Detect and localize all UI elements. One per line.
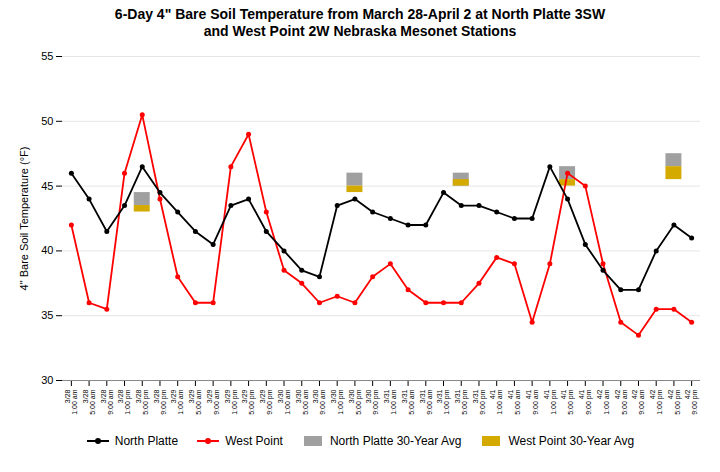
svg-text:3/301:00 pm: 3/301:00 pm — [330, 389, 345, 414]
svg-text:40: 40 — [41, 244, 53, 256]
svg-text:3/311:00 pm: 3/311:00 pm — [436, 389, 451, 414]
svg-text:3/319:00 pm: 3/319:00 pm — [472, 389, 487, 414]
svg-text:3/295:00 am: 3/295:00 am — [188, 389, 202, 414]
svg-text:3/289:00 pm: 3/289:00 pm — [153, 389, 168, 414]
html-text:North Platte: North Platte — [114, 433, 179, 448]
svg-text:4/15:00 am: 4/15:00 am — [507, 389, 521, 414]
svg-text:3/299:00 am: 3/299:00 am — [206, 389, 220, 414]
svg-text:4/25:00 pm: 4/25:00 pm — [667, 389, 682, 414]
svg-text:3/291:00 am: 3/291:00 am — [170, 389, 184, 414]
html-text:6-Day 4" Bare Soil Temperature: 6-Day 4" Bare Soil Temperature from Marc… — [114, 6, 606, 39]
svg-text:3/285:00 am: 3/285:00 am — [82, 389, 96, 414]
html-text:North Platte 30-Year Avg: North Platte 30-Year Avg — [330, 433, 462, 448]
svg-text:3/289:00 am: 3/289:00 am — [100, 389, 114, 414]
svg-text:3/285:00 pm: 3/285:00 pm — [135, 389, 150, 414]
svg-text:3/299:00 pm: 3/299:00 pm — [259, 389, 274, 414]
svg-text:4" Bare Soil Temperature (°F): 4" Bare Soil Temperature (°F) — [18, 146, 30, 290]
svg-text:4/25:00 am: 4/25:00 am — [613, 389, 627, 414]
svg-text:4/19:00 pm: 4/19:00 pm — [578, 389, 593, 414]
svg-text:55: 55 — [41, 50, 53, 62]
svg-text:3/309:00 pm: 3/309:00 pm — [365, 389, 380, 414]
svg-text:4/21:00 pm: 4/21:00 pm — [649, 389, 664, 414]
svg-text:3/305:00 am: 3/305:00 am — [294, 389, 308, 414]
html-text:West Point 30-Year Avg: West Point 30-Year Avg — [508, 433, 635, 448]
svg-text:3/295:00 pm: 3/295:00 pm — [241, 389, 256, 414]
svg-text:4/29:00 am: 4/29:00 am — [631, 389, 645, 414]
html-text:West Point: West Point — [225, 433, 283, 448]
svg-text:3/315:00 am: 3/315:00 am — [401, 389, 415, 414]
svg-text:3/281:00 am: 3/281:00 am — [64, 389, 78, 414]
svg-text:30: 30 — [41, 374, 53, 386]
svg-text:45: 45 — [41, 179, 53, 191]
svg-text:4/15:00 pm: 4/15:00 pm — [560, 389, 575, 414]
svg-text:50: 50 — [41, 114, 53, 126]
svg-text:4/21:00 am: 4/21:00 am — [596, 389, 610, 414]
svg-text:3/281:00 pm: 3/281:00 pm — [117, 389, 132, 414]
svg-text:4/11:00 pm: 4/11:00 pm — [543, 389, 558, 414]
svg-text:3/291:00 pm: 3/291:00 pm — [224, 389, 239, 414]
svg-text:3/305:00 pm: 3/305:00 pm — [348, 389, 363, 414]
svg-text:4/19:00 am: 4/19:00 am — [525, 389, 539, 414]
svg-text:35: 35 — [41, 309, 53, 321]
svg-text:4/29:00 pm: 4/29:00 pm — [684, 389, 699, 414]
svg-text:3/315:00 pm: 3/315:00 pm — [454, 389, 469, 414]
svg-text:3/311:00 am: 3/311:00 am — [383, 389, 397, 414]
svg-text:3/319:00 am: 3/319:00 am — [419, 389, 433, 414]
svg-text:4/11:00 am: 4/11:00 am — [489, 389, 503, 414]
svg-text:3/309:00 am: 3/309:00 am — [312, 389, 326, 414]
svg-text:3/301:00 am: 3/301:00 am — [277, 389, 291, 414]
